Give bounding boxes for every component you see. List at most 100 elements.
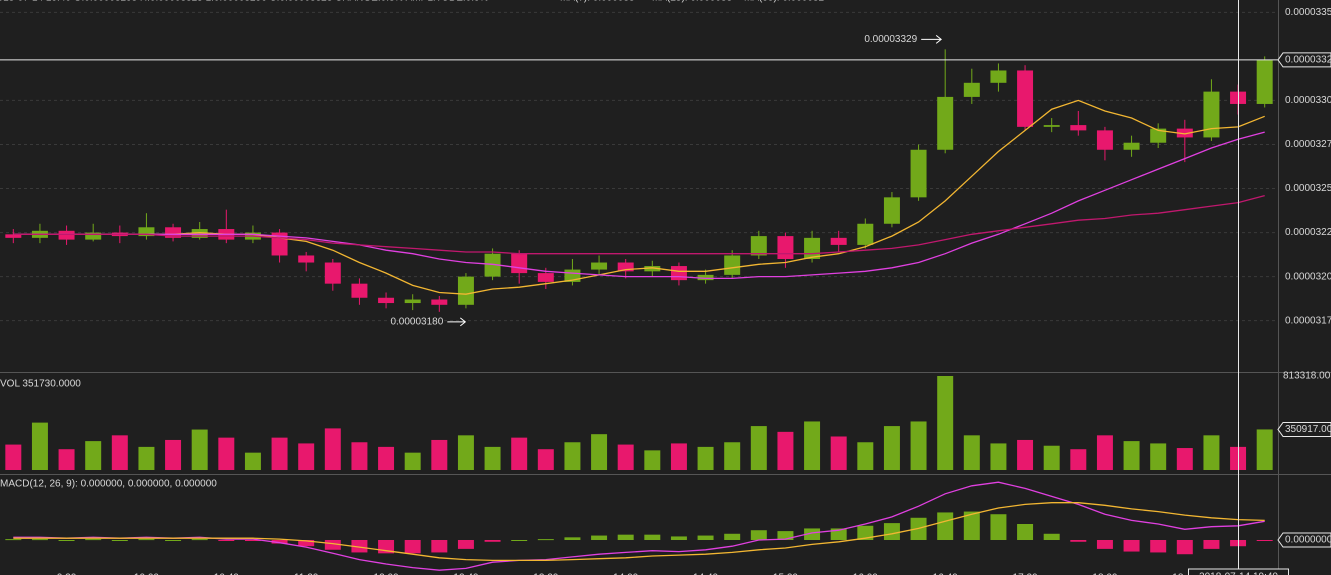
volume-bar [5,444,22,470]
volume-bar [271,437,288,470]
volume-bar [85,441,102,470]
candle-body [777,236,794,259]
crosshair-label: 2018-07-14 19:40 [1199,572,1278,575]
legend-entry: MA(7): 0.000033 [560,0,635,4]
macd-tick-box [1277,532,1331,548]
volume-bar [111,435,128,470]
x-tick-label: 12:00 [374,573,399,575]
x-tick-label: 15:20 [773,573,798,575]
y-tick-label: 813318.00 [1283,371,1331,382]
volume-bar [883,426,900,470]
ma-line [13,194,1265,255]
volume-bar [1176,448,1193,470]
volume-bar [138,446,155,470]
candle-body [484,253,501,277]
candle-body [670,266,687,281]
y-tick-label: 0.0000320 [1285,271,1331,282]
macd-histogram-bar [244,540,261,541]
x-tick-label: 14:00 [613,573,638,575]
ma-line [13,131,1265,280]
candle-body [937,96,954,150]
candle-body [457,276,474,305]
candle-body [511,253,528,274]
volume-current-box [1277,421,1331,437]
macd-histogram-bar [31,539,48,541]
macd-histogram-bar [1017,524,1034,540]
volume-bar [777,431,794,470]
volume-bar [910,421,927,470]
macd-histogram-bar [591,535,608,540]
candle-body [724,255,741,275]
volume-bar [1070,449,1087,470]
y-tick-label: 0.0000317 [1285,315,1331,326]
candle-body [644,266,661,272]
macd-histogram-bar [138,539,155,541]
candle-body [1123,142,1140,150]
macd-histogram-bar [697,535,714,540]
candle-body [165,227,182,238]
candle-body [591,262,608,270]
volume-bar [857,442,874,470]
candle-body [963,82,980,97]
macd-histogram-bar [644,534,661,540]
volume-bar [165,439,182,470]
candle-body [298,255,315,263]
macd-histogram-bar [990,514,1007,540]
volume-bar [537,449,554,470]
candle-body [324,262,341,284]
macd-histogram-bar [777,531,794,540]
x-tick-label: 16:40 [933,573,958,575]
candle-body [990,70,1007,83]
candle-body [138,227,155,237]
macd-histogram-bar [1123,540,1140,552]
volume-bar [404,452,421,470]
header-info: 2018-07-14 19:40 O:0.00003298 H:0.000033… [0,0,489,4]
y-tick-label: 0.0000325 [1285,183,1331,194]
y-tick-label: 0.0000335 [1285,7,1331,18]
y-tick-label: 0.0000000 [1285,535,1331,546]
macd-histogram-bar [724,533,741,540]
volume-bar [298,443,315,470]
candle-body [404,299,421,304]
volume-bar [1043,445,1060,470]
low-label: 0.00003180 [390,316,443,327]
y-tick-label: 0.0000330 [1285,95,1331,106]
candle-body [750,236,767,256]
macd-histogram-bar [1043,533,1060,540]
volume-bar [644,450,661,470]
x-tick-label: 13:20 [533,573,558,575]
candle-body [58,230,75,240]
macd-histogram-bar [750,530,767,540]
panel-title: VOL 351730.0000 [0,379,81,390]
macd-histogram-bar [804,528,821,540]
low-arrow [447,317,467,327]
candle-body [830,237,847,245]
volume-bar [191,429,208,470]
macd-histogram-bar [431,540,448,553]
candle-body [697,274,714,281]
volume-bar [58,449,75,470]
candle-body [378,297,395,304]
macd-histogram-bar [324,540,341,550]
macd-histogram-bar [1150,540,1167,553]
macd-histogram-bar [857,525,874,540]
volume-bar [1123,441,1140,470]
x-tick-label: 10:00 [134,573,159,575]
candle-body [910,149,927,198]
macd-histogram-bar [298,540,315,547]
macd-histogram-bar [271,540,288,544]
volume-bar [830,436,847,470]
macd-histogram-bar [1096,540,1113,549]
candle-body [5,234,22,238]
macd-histogram-bar [1256,540,1273,541]
x-tick-label: 12:40 [453,573,478,575]
candle-body [857,223,874,245]
volume-current-label: 350917.00 [1285,424,1331,435]
volume-bar [457,435,474,470]
macd-histogram-bar [963,511,980,540]
x-tick-label: 9:20 [57,573,77,575]
candle-body [431,299,448,305]
macd-histogram-bar [58,540,75,541]
volume-bar [697,446,714,470]
